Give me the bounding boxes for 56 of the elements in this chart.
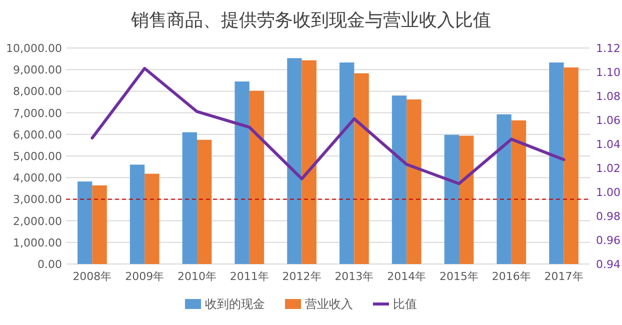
bar xyxy=(496,114,512,264)
y2-tick-label: 1.02 xyxy=(596,162,620,175)
x-tick-label: 2016年 xyxy=(492,270,531,283)
bar xyxy=(406,99,422,264)
y2-tick-label: 1.08 xyxy=(596,90,620,103)
y-tick-label: 9,000.00 xyxy=(13,64,62,77)
y-tick-label: 10,000.00 xyxy=(6,42,62,55)
legend-label: 营业收入 xyxy=(305,297,353,311)
bar xyxy=(197,140,212,264)
y-tick-label: 1,000.00 xyxy=(13,236,62,250)
bar xyxy=(92,185,107,264)
bar xyxy=(302,60,316,264)
x-tick-label: 2013年 xyxy=(334,270,374,283)
x-tick-label: 2017年 xyxy=(544,270,584,283)
chart-title: 销售商品、提供劳务收到现金与营业收入比值 xyxy=(130,10,491,31)
y-tick-label: 7,000.00 xyxy=(13,106,62,120)
bar xyxy=(392,96,407,264)
y2-tick-label: 1.10 xyxy=(596,66,620,79)
y-tick-label: 0.00 xyxy=(38,258,62,271)
y-tick-label: 8,000.00 xyxy=(13,85,62,98)
bar xyxy=(459,136,474,264)
bar xyxy=(564,67,578,264)
bar xyxy=(249,90,264,264)
x-tick-label: 2011年 xyxy=(230,270,269,283)
legend-label: 比值 xyxy=(393,297,417,311)
bar xyxy=(354,73,369,264)
bar xyxy=(444,134,459,264)
y2-tick-label: 0.96 xyxy=(596,234,620,247)
y2-tick-label: 1.06 xyxy=(596,114,620,127)
bar xyxy=(234,81,250,264)
bar xyxy=(130,164,145,264)
y-tick-label: 5,000.00 xyxy=(13,150,62,163)
bar xyxy=(182,132,197,264)
y2-tick-label: 1.04 xyxy=(596,138,620,151)
bar xyxy=(511,120,526,264)
y2-tick-label: 0.98 xyxy=(596,210,620,223)
y-tick-label: 4,000.00 xyxy=(13,172,62,185)
y2-tick-label: 1.00 xyxy=(596,186,620,199)
x-tick-label: 2009年 xyxy=(125,270,164,283)
bar xyxy=(549,62,564,264)
bar xyxy=(340,62,354,264)
bar xyxy=(78,181,92,264)
x-tick-label: 2014年 xyxy=(387,270,426,283)
y-tick-label: 6,000.00 xyxy=(13,128,62,142)
y-tick-label: 2,000.00 xyxy=(13,214,62,228)
x-tick-label: 2012年 xyxy=(282,270,322,283)
legend-label: 收到的现金 xyxy=(205,297,265,311)
x-tick-label: 2015年 xyxy=(440,270,478,283)
line-series xyxy=(90,66,566,186)
y-tick-label: 3,000.00 xyxy=(13,193,62,206)
y2-tick-label: 0.94 xyxy=(596,258,620,271)
bar xyxy=(144,174,160,264)
x-tick-label: 2010年 xyxy=(178,270,216,283)
bar xyxy=(287,58,302,264)
y2-tick-label: 1.12 xyxy=(596,42,620,55)
x-tick-label: 2008年 xyxy=(72,270,112,283)
